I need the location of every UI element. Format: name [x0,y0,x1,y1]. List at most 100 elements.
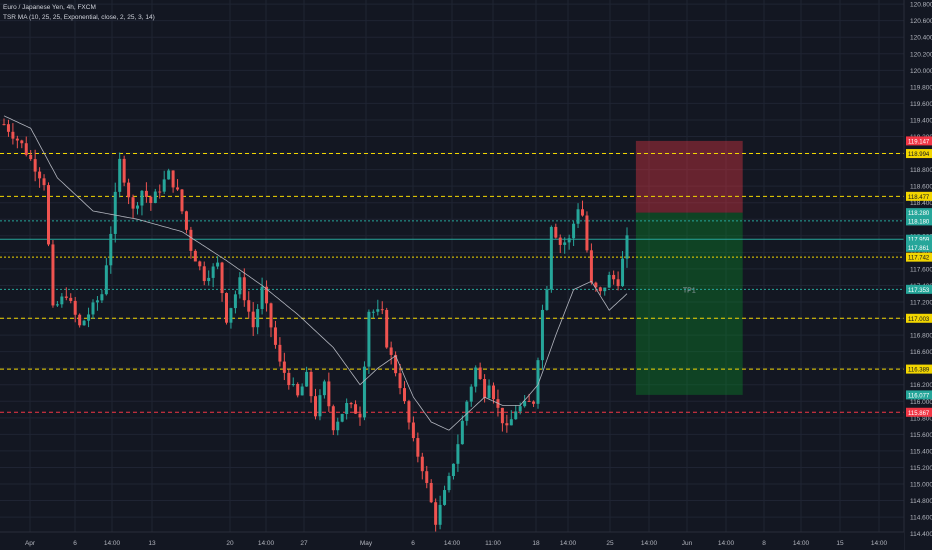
price-tick-label: 118.600 [910,184,932,191]
candle-body [518,406,522,412]
candle-body [331,406,335,431]
price-axis: 120.800 120.600 120.400 120.200 120.000 119.8… [903,0,932,550]
candle-body [176,187,180,190]
candle-body [465,401,469,421]
candle-body [478,367,482,379]
candle-body [211,266,215,278]
candle-body [429,482,433,503]
candle-body [269,303,273,328]
price-badge-label: 116.077 [908,393,930,399]
candle-body [69,297,73,301]
price-badge [906,252,932,262]
candle-body [42,178,46,186]
candle-body [158,191,162,193]
price-badge [906,284,932,294]
candle-body [487,385,491,398]
chart-legend: Euro / Japanese Yen, 4h, FXCM TSR MA (10… [3,3,155,23]
stop-loss-zone [635,140,743,213]
candle-body [527,400,531,402]
price-tick-label: 120.400 [910,35,932,42]
symbol-title: Euro / Japanese Yen, 4h, FXCM [3,4,96,11]
candle-body [349,403,353,405]
price-badge-label: 118.994 [908,152,930,158]
candle-body [95,300,99,303]
candle-body [545,289,549,310]
candle-body [136,205,139,209]
candle-body [554,226,558,238]
time-tick-label: 14:00 [104,540,121,547]
candle-body [225,293,228,323]
price-tick-label: 118.400 [910,200,932,207]
candle-body [2,124,6,126]
candle-body [296,383,300,396]
candle-body [447,476,451,491]
candle-body [567,238,571,243]
candle-body [171,170,175,188]
candle-body [6,124,10,132]
candle-body [434,502,438,525]
candle-body [581,209,584,216]
take-profit-zone [635,212,743,395]
price-badge-label: 118.280 [908,211,930,217]
candle-body [287,372,291,386]
candle-body [376,309,380,312]
candle-body [233,294,237,309]
candle-body [354,404,358,414]
price-tick-label: 116.200 [910,382,932,389]
candle-body [24,143,28,155]
time-tick-label: 25 [606,540,614,547]
candle-body [127,182,131,198]
candle-body [131,197,135,209]
candle-body [273,327,277,345]
candle-body [220,262,224,294]
candle-body [64,296,68,298]
time-tick-label: 14:00 [871,540,888,547]
price-badge-label: 117.861 [908,246,930,252]
candle-body [109,233,113,266]
candle-body [558,237,562,245]
price-tick-label: 115.200 [910,465,932,472]
candle-body [318,395,322,417]
time-tick-label: 27 [300,540,308,547]
time-tick-label: Jun [682,540,693,547]
price-badge [906,216,932,226]
candle-body [451,463,455,477]
candle-body [616,279,620,287]
candle-body [55,304,59,306]
candle-body [460,420,464,445]
price-badge [906,136,932,146]
candle-body [456,444,460,464]
time-tick-label: 18 [532,540,540,547]
candle-body [514,411,518,420]
candle-body [189,229,193,251]
candle-body [603,287,607,292]
price-badge-label: 118.477 [908,195,930,201]
price-tick-label: 114.400 [910,531,932,538]
candle-body [509,419,513,426]
price-tick-label: 120.600 [910,18,932,25]
candle-body [100,294,104,301]
time-tick-label: 14:00 [793,540,810,547]
candle-body [625,235,629,259]
candle-body [403,388,406,402]
candle-body [607,274,611,288]
price-badge-label: 117.742 [908,256,930,262]
candle-body [443,490,447,505]
time-axis-background [0,532,904,550]
candle-body [247,300,251,312]
candle-body [425,471,429,483]
candle-body [265,286,269,304]
candle-body [260,286,264,310]
candle-body [385,309,389,348]
candle-body [229,308,233,323]
candle-body [505,423,509,426]
candle-body [612,274,616,280]
candle-body [153,191,157,204]
candle-body [469,386,473,402]
candle-body [251,311,255,328]
candle-body [314,396,317,417]
candle-body [621,258,625,287]
candles [2,118,629,534]
candle-body [407,401,411,423]
